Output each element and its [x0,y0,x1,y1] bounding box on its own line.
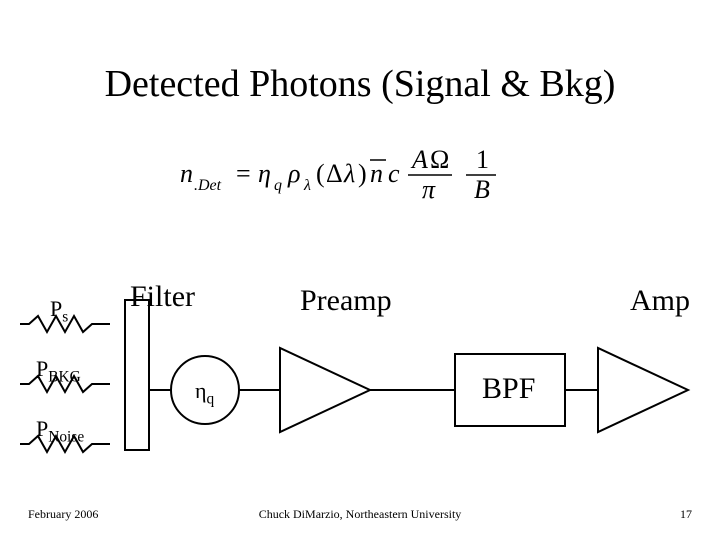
svg-text:=: = [236,159,251,188]
filter-rect [125,300,149,450]
svg-text:q: q [274,177,282,194]
pnoise-p: P [36,416,48,441]
filter-label: Filter [130,280,195,314]
preamp-label: Preamp [300,284,392,318]
svg-text:1: 1 [476,145,489,174]
bpf-label: BPF [482,372,535,406]
svg-text:n: n [370,159,383,188]
svg-text:B: B [474,175,490,204]
preamp-triangle [280,348,370,432]
page-title: Detected Photons (Signal & Bkg) [0,62,720,106]
svg-text:λ: λ [343,159,355,188]
svg-text:Ω: Ω [430,145,449,174]
amp-triangle [598,348,688,432]
svg-text:π: π [422,175,436,204]
svg-text:Δ: Δ [326,159,343,188]
svg-text:λ: λ [303,177,311,194]
equation-svg: n .Det = η q ρ λ ( Δ λ ) n c A Ω π [180,140,540,210]
pbkg-label: PBKG [36,356,81,386]
ps-p: P [50,296,62,321]
svg-text:A: A [410,145,428,174]
svg-text:.Det: .Det [194,177,222,194]
pbkg-p: P [36,356,48,381]
eta-q: η [195,378,207,403]
eta-q-sub: q [207,390,215,407]
slide: Detected Photons (Signal & Bkg) n .Det =… [0,0,720,540]
svg-text:(: ( [316,159,325,188]
ps-label: Ps [50,296,68,326]
svg-text:n: n [180,159,193,188]
eta-q-label: ηq [195,378,214,408]
pnoise-label: PNoise [36,416,84,446]
footer-author: Chuck DiMarzio, Northeastern University [0,507,720,522]
amp-label: Amp [630,284,690,318]
svg-text:η: η [258,159,271,188]
svg-text:c: c [388,159,400,188]
svg-text:ρ: ρ [287,159,300,188]
ps-sub: s [62,308,68,325]
pnoise-sub: Noise [48,428,84,445]
equation: n .Det = η q ρ λ ( Δ λ ) n c A Ω π [0,140,720,215]
pbkg-sub: BKG [48,368,81,385]
svg-text:): ) [358,159,367,188]
footer-page: 17 [680,507,692,522]
